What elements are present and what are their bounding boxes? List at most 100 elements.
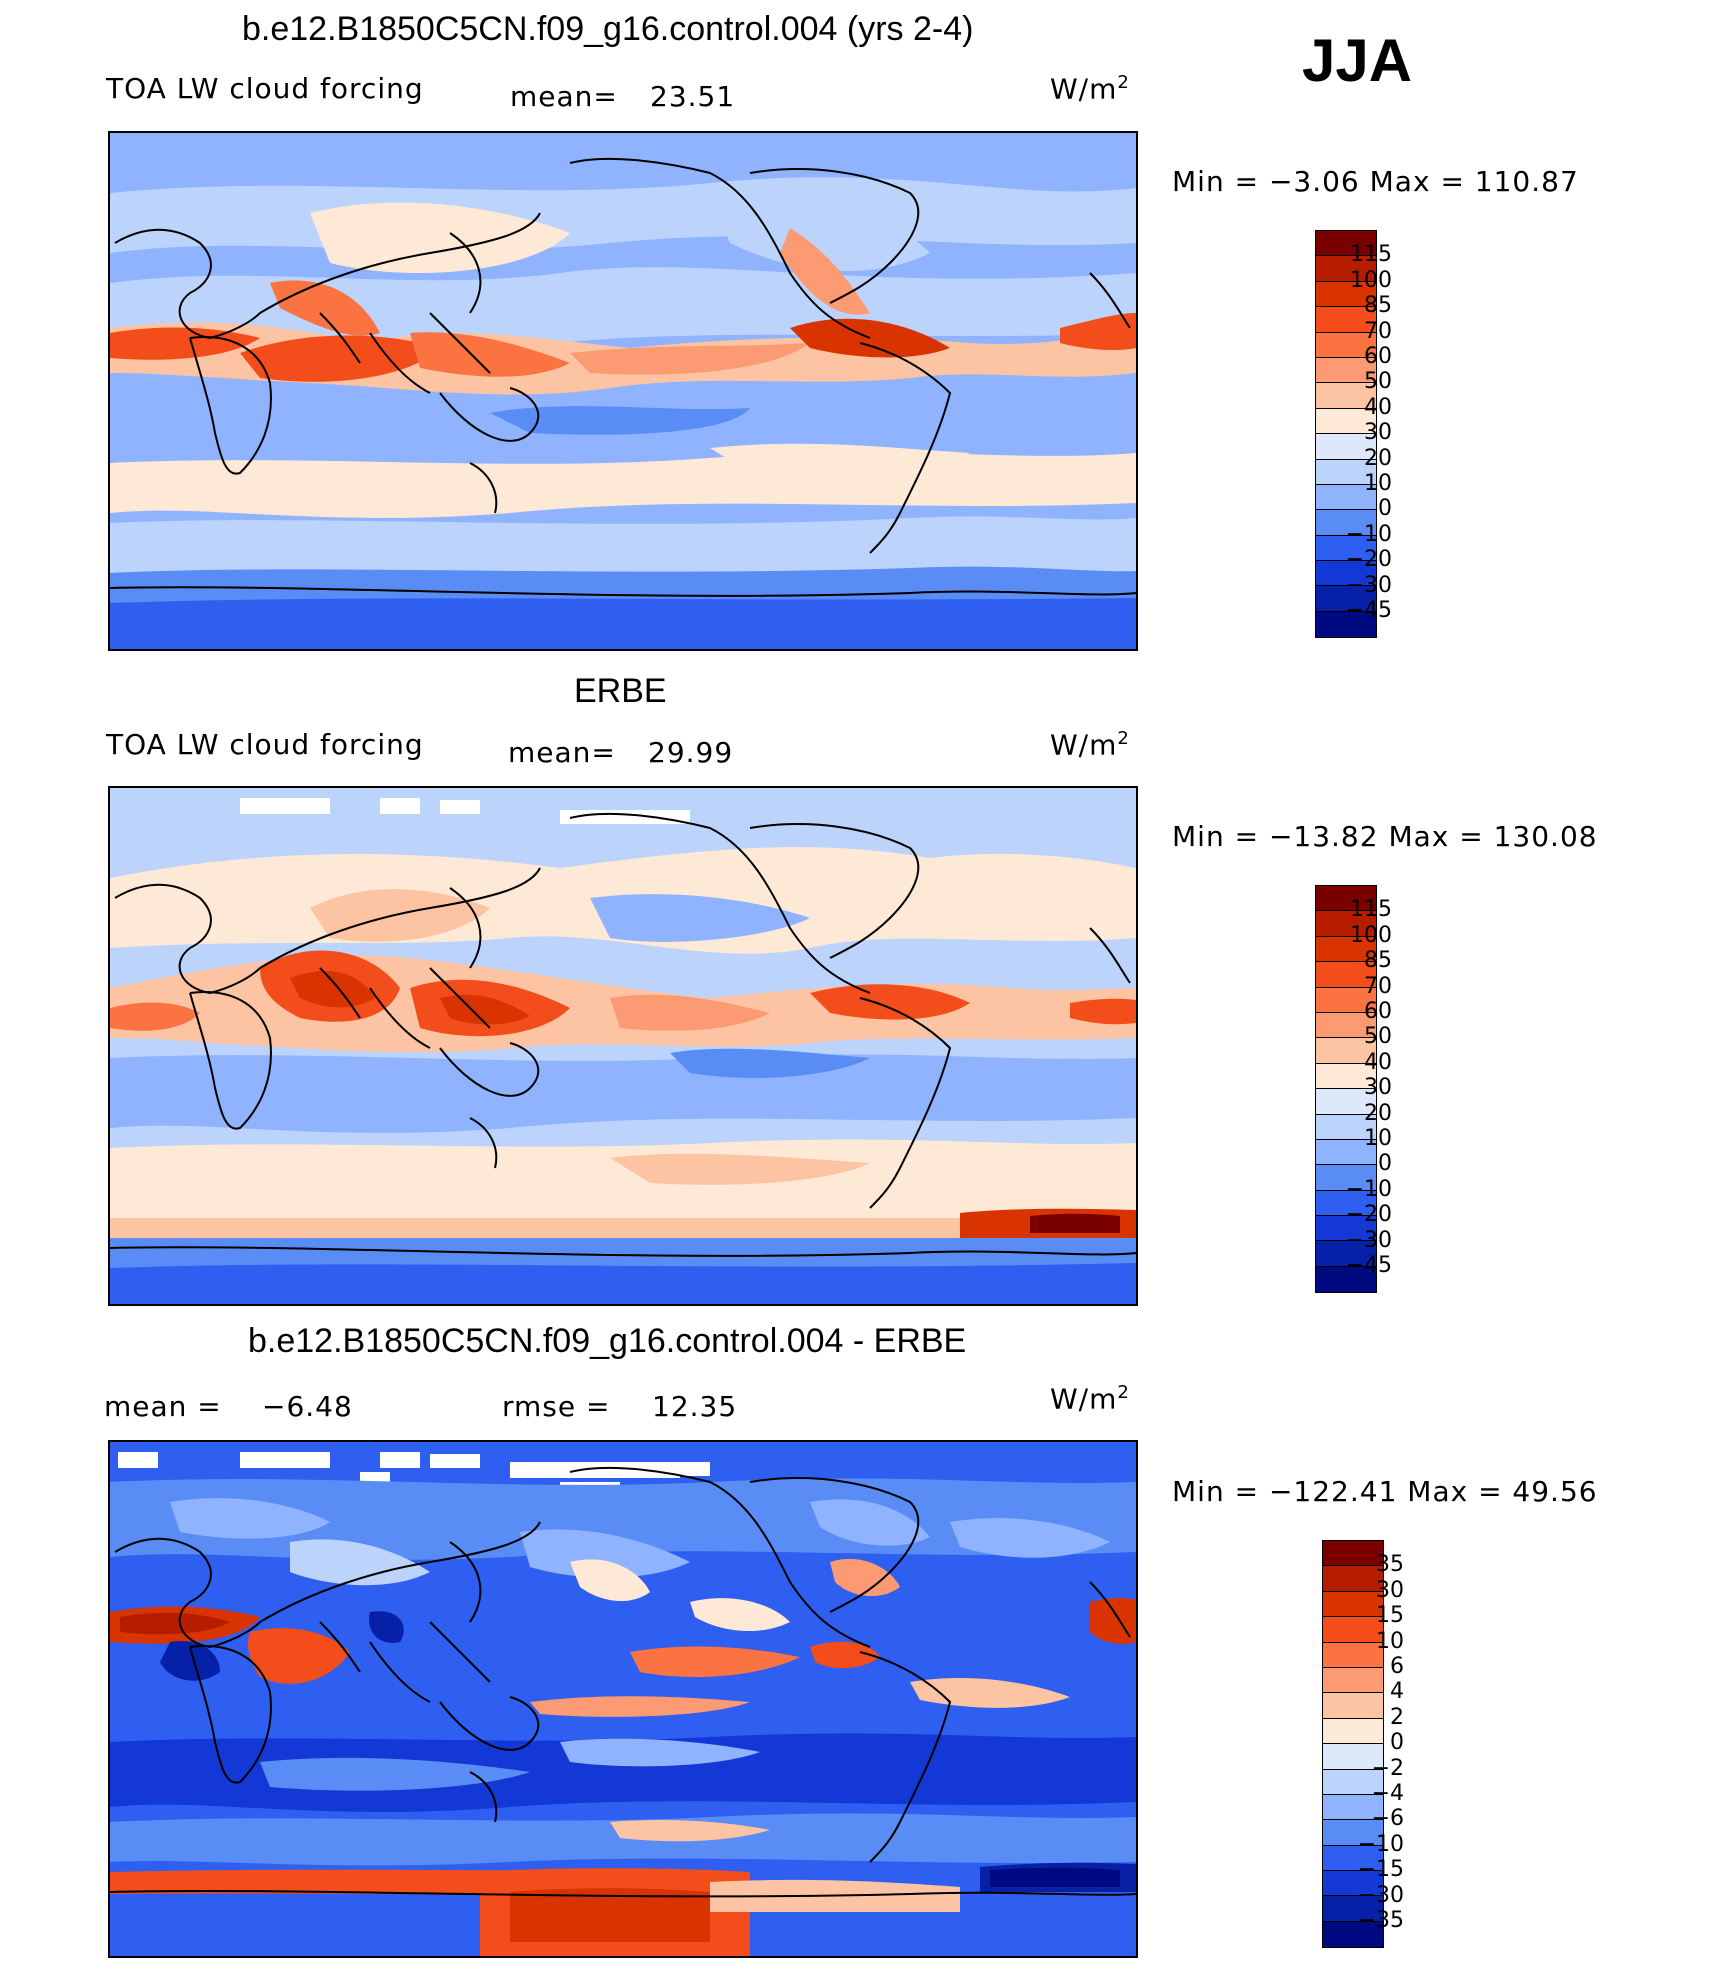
colorbar-tick-label: 10 [1364,471,1392,496]
colorbar-tick-label: 60 [1364,344,1392,369]
colorbar-swatch [1316,962,1376,988]
colorbar-swatch [1316,434,1376,460]
colorbar-swatch [1316,231,1376,257]
colorbar-tick-label: 30 [1376,1577,1404,1603]
colorbar-tick-label: 50 [1364,1024,1392,1050]
colorbar-tick-label: −30 [1345,572,1392,598]
colorbar-tick-label: 30 [1364,1075,1392,1101]
colorbar-tick-label: 40 [1364,1049,1392,1075]
colorbar-swatch [1323,1617,1383,1643]
colorbar-swatch [1323,1744,1383,1770]
colorbar-swatch [1316,936,1376,963]
colorbar-swatch [1316,561,1376,587]
colorbar-tick-label: 115 [1350,242,1392,268]
panel1-mean-value: 23.51 [650,80,736,113]
colorbar-tick-label: 70 [1364,318,1392,344]
panel1-map-svg [110,133,1136,649]
colorbar-tick-label: −45 [1345,1253,1392,1278]
colorbar-swatch [1323,1693,1383,1719]
colorbar-swatch [1323,1921,1383,1948]
colorbar-tick-label: −10 [1345,1176,1392,1202]
colorbar-swatch [1316,1012,1376,1039]
colorbar-tick-label: 30 [1364,420,1392,446]
panel2-mean-value: 29.99 [648,736,734,769]
colorbar-tick-label: −45 [1345,598,1392,623]
colorbar-swatch [1316,1165,1376,1191]
panel2-map-svg [110,788,1136,1304]
colorbar-tick-label: 10 [1376,1628,1404,1654]
panel1-colorbar [1315,230,1377,639]
colorbar-swatch [1323,1566,1383,1592]
colorbar-swatch [1316,256,1376,282]
colorbar-swatch [1323,1541,1383,1567]
panel2-mean-label: mean= [508,736,616,769]
colorbar-swatch [1323,1794,1383,1821]
colorbar-swatch [1323,1871,1383,1897]
panel2-variable-label: TOA LW cloud forcing [106,728,424,761]
colorbar-swatch [1316,357,1376,384]
panel3-map-svg [110,1442,1136,1956]
colorbar-tick-label: 15 [1376,1603,1404,1629]
colorbar-swatch [1323,1845,1383,1872]
panel2-colorbar [1315,885,1377,1294]
colorbar-tick-label: 70 [1364,973,1392,999]
colorbar-tick-label: 0 [1390,1730,1404,1756]
colorbar-tick-label: 10 [1364,1126,1392,1151]
colorbar-tick-label: 20 [1364,1100,1392,1126]
panel3-colorbar [1322,1540,1384,1949]
colorbar-tick-label: −6 [1371,1806,1404,1832]
panel2-title: ERBE [574,672,667,710]
colorbar-tick-label: 85 [1364,948,1392,974]
panel3-unit: W/m2 [1050,1382,1130,1416]
colorbar-swatch [1316,408,1376,435]
colorbar-tick-label: −30 [1345,1227,1392,1253]
panel3-title: b.e12.B1850C5CN.f09_g16.control.004 - ER… [248,1322,967,1360]
colorbar-swatch [1316,332,1376,358]
colorbar-swatch [1316,307,1376,333]
colorbar-swatch [1316,611,1376,638]
panel1-minmax: Min = −3.06 Max = 110.87 [1172,165,1579,198]
colorbar-swatch [1323,1820,1383,1846]
colorbar-tick-label: 6 [1390,1654,1404,1679]
colorbar-swatch [1316,911,1376,937]
colorbar-swatch [1316,510,1376,536]
colorbar-tick-label: −20 [1345,1202,1392,1228]
colorbar-tick-label: 2 [1390,1704,1404,1730]
colorbar-tick-label: 0 [1378,496,1392,522]
colorbar-swatch [1316,459,1376,485]
colorbar-swatch [1316,1139,1376,1166]
colorbar-tick-label: −10 [1345,521,1392,547]
panel1-variable-label: TOA LW cloud forcing [106,72,424,105]
colorbar-tick-label: 35 [1376,1552,1404,1578]
panel3-mean-value: −6.48 [262,1390,353,1423]
colorbar-tick-label: 100 [1350,922,1392,948]
panel1-mean-label: mean= [510,80,618,113]
colorbar-swatch [1316,1089,1376,1115]
panel3-rmse-label: rmse = [502,1390,611,1423]
colorbar-tick-label: 40 [1364,394,1392,420]
colorbar-tick-label: 0 [1378,1151,1392,1177]
colorbar-tick-label: 85 [1364,293,1392,319]
panel3-mean-label: mean = [104,1390,222,1423]
panel1-unit: W/m2 [1050,72,1130,106]
colorbar-swatch [1316,1190,1376,1217]
colorbar-swatch [1316,1114,1376,1140]
colorbar-tick-label: 50 [1364,369,1392,395]
colorbar-swatch [1316,886,1376,912]
colorbar-tick-label: −15 [1357,1857,1404,1883]
colorbar-tick-label: −20 [1345,547,1392,573]
colorbar-tick-label: −4 [1371,1781,1404,1806]
colorbar-swatch [1316,484,1376,511]
panel3-minmax: Min = −122.41 Max = 49.56 [1172,1475,1598,1508]
colorbar-swatch [1316,987,1376,1013]
colorbar-swatch [1316,1241,1376,1267]
colorbar-swatch [1323,1769,1383,1795]
panel1-map [108,131,1138,651]
colorbar-tick-label: 20 [1364,445,1392,471]
panel1-title: b.e12.B1850C5CN.f09_g16.control.004 (yrs… [242,10,974,48]
panel3-rmse-value: 12.35 [652,1390,738,1423]
colorbar-swatch [1316,535,1376,562]
colorbar-swatch [1316,1063,1376,1090]
panel2-unit: W/m2 [1050,728,1130,762]
colorbar-swatch [1316,1038,1376,1064]
